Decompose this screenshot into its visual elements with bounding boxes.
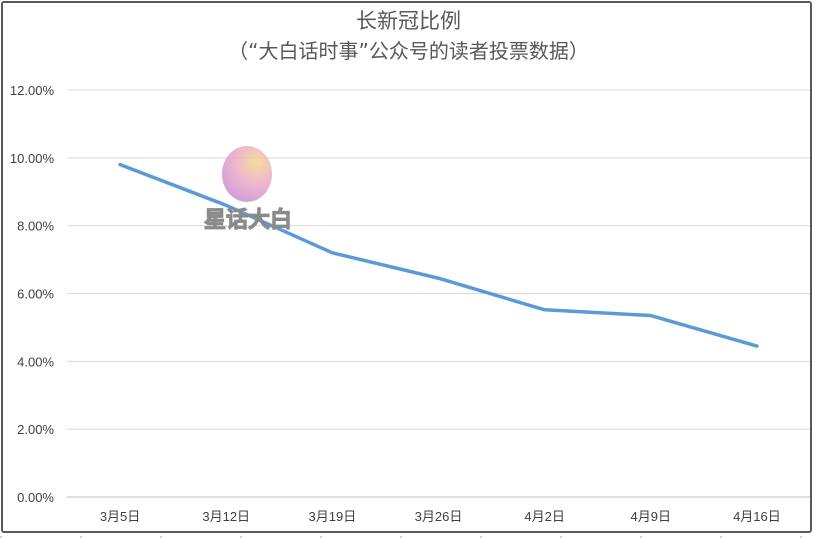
x-axis-tick-labels: 3月5日 3月12日 3月19日 3月26日 4月2日 4月9日 4月16日: [100, 509, 781, 524]
x-tick-label: 3月19日: [309, 509, 357, 524]
x-tick-label: 3月12日: [202, 509, 250, 524]
watermark-text: 星话大白: [203, 208, 292, 234]
chart-subtitle: （“大白话时事”公众号的读者投票数据）: [228, 39, 589, 63]
x-tick-label: 3月26日: [415, 509, 463, 524]
y-tick-label: 12.00%: [10, 83, 55, 98]
y-tick-label: 10.00%: [10, 151, 55, 166]
chart-titles: 长新冠比例 （“大白话时事”公众号的读者投票数据）: [0, 6, 817, 66]
chart-title: 长新冠比例: [356, 9, 461, 33]
series-line: [118, 162, 759, 348]
rabbit-logo-icon: [222, 146, 272, 202]
x-tick-label: 4月2日: [524, 509, 564, 524]
y-axis-tick-labels: 0.00% 2.00% 4.00% 6.00% 8.00% 10.00% 12.00%: [10, 83, 55, 505]
gridlines: [67, 89, 810, 498]
y-tick-label: 8.00%: [17, 219, 54, 234]
y-tick-label: 4.00%: [17, 354, 54, 369]
y-tick-label: 0.00%: [17, 490, 54, 505]
x-tick-label: 3月5日: [100, 509, 140, 524]
y-tick-label: 2.00%: [17, 422, 54, 437]
series-lines: [118, 162, 759, 348]
page-bottom-rule: [0, 536, 817, 538]
y-tick-label: 6.00%: [17, 287, 54, 302]
watermark: 星话大白: [198, 146, 298, 238]
x-tick-label: 4月9日: [631, 509, 671, 524]
x-tick-label: 4月16日: [733, 509, 781, 524]
